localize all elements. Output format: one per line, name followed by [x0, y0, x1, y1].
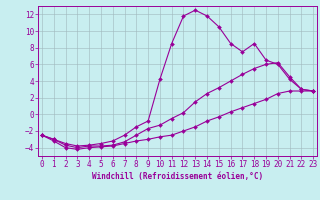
X-axis label: Windchill (Refroidissement éolien,°C): Windchill (Refroidissement éolien,°C) [92, 172, 263, 181]
